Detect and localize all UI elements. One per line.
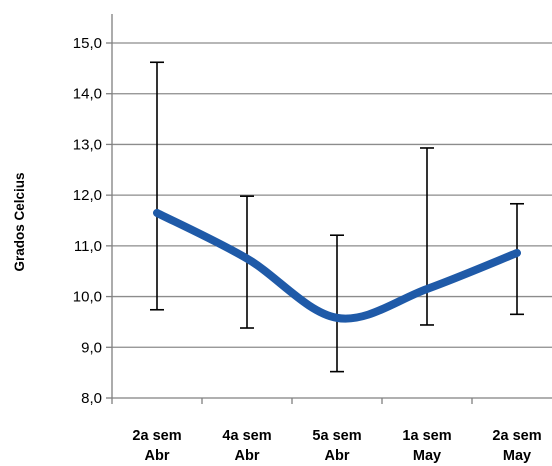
- axes: [106, 14, 552, 404]
- y-tick-label-7: 15,0: [73, 35, 102, 52]
- y-tick-label-3: 11,0: [74, 238, 102, 255]
- error-bar-0: [150, 61, 164, 311]
- x-category-label-0: 2a sem Abr: [132, 428, 181, 464]
- series-lines: [153, 208, 521, 323]
- error-bars: [150, 61, 524, 373]
- x-category-labels: 2a sem Abr 4a sem Abr 5a sem Abr 1a sem May 2a s…: [132, 428, 541, 464]
- y-tick-label-5: 13,0: [73, 136, 102, 153]
- x-category-label-3: 1a sem May: [402, 428, 451, 464]
- data-point-0: [153, 209, 161, 217]
- x-category-label-4: 2a sem May: [492, 428, 541, 464]
- y-tick-label-6: 14,0: [73, 86, 102, 103]
- y-tick-label-2: 10,0: [73, 289, 102, 306]
- error-bar-4: [510, 202, 524, 316]
- error-bar-2: [330, 234, 344, 373]
- data-point-4: [513, 249, 521, 257]
- data-point-1: [243, 255, 251, 263]
- data-point-2: [333, 314, 341, 322]
- y-tick-labels: 8,0 9,0 10,0 11,0 12,0 13,0 14,0 15,0: [73, 35, 102, 407]
- data-point-3: [423, 285, 431, 293]
- y-tick-label-0: 8,0: [81, 390, 102, 407]
- y-tick-label-4: 12,0: [73, 187, 102, 204]
- error-bar-3: [420, 147, 434, 326]
- series-line-temperature: [153, 208, 521, 323]
- gridlines: [112, 42, 552, 348]
- y-tick-label-1: 9,0: [81, 339, 102, 356]
- x-category-label-1: 4a sem Abr: [222, 428, 271, 464]
- y-axis-title: Grados Celcius: [12, 172, 27, 271]
- x-category-label-2: 5a sem Abr: [312, 428, 361, 464]
